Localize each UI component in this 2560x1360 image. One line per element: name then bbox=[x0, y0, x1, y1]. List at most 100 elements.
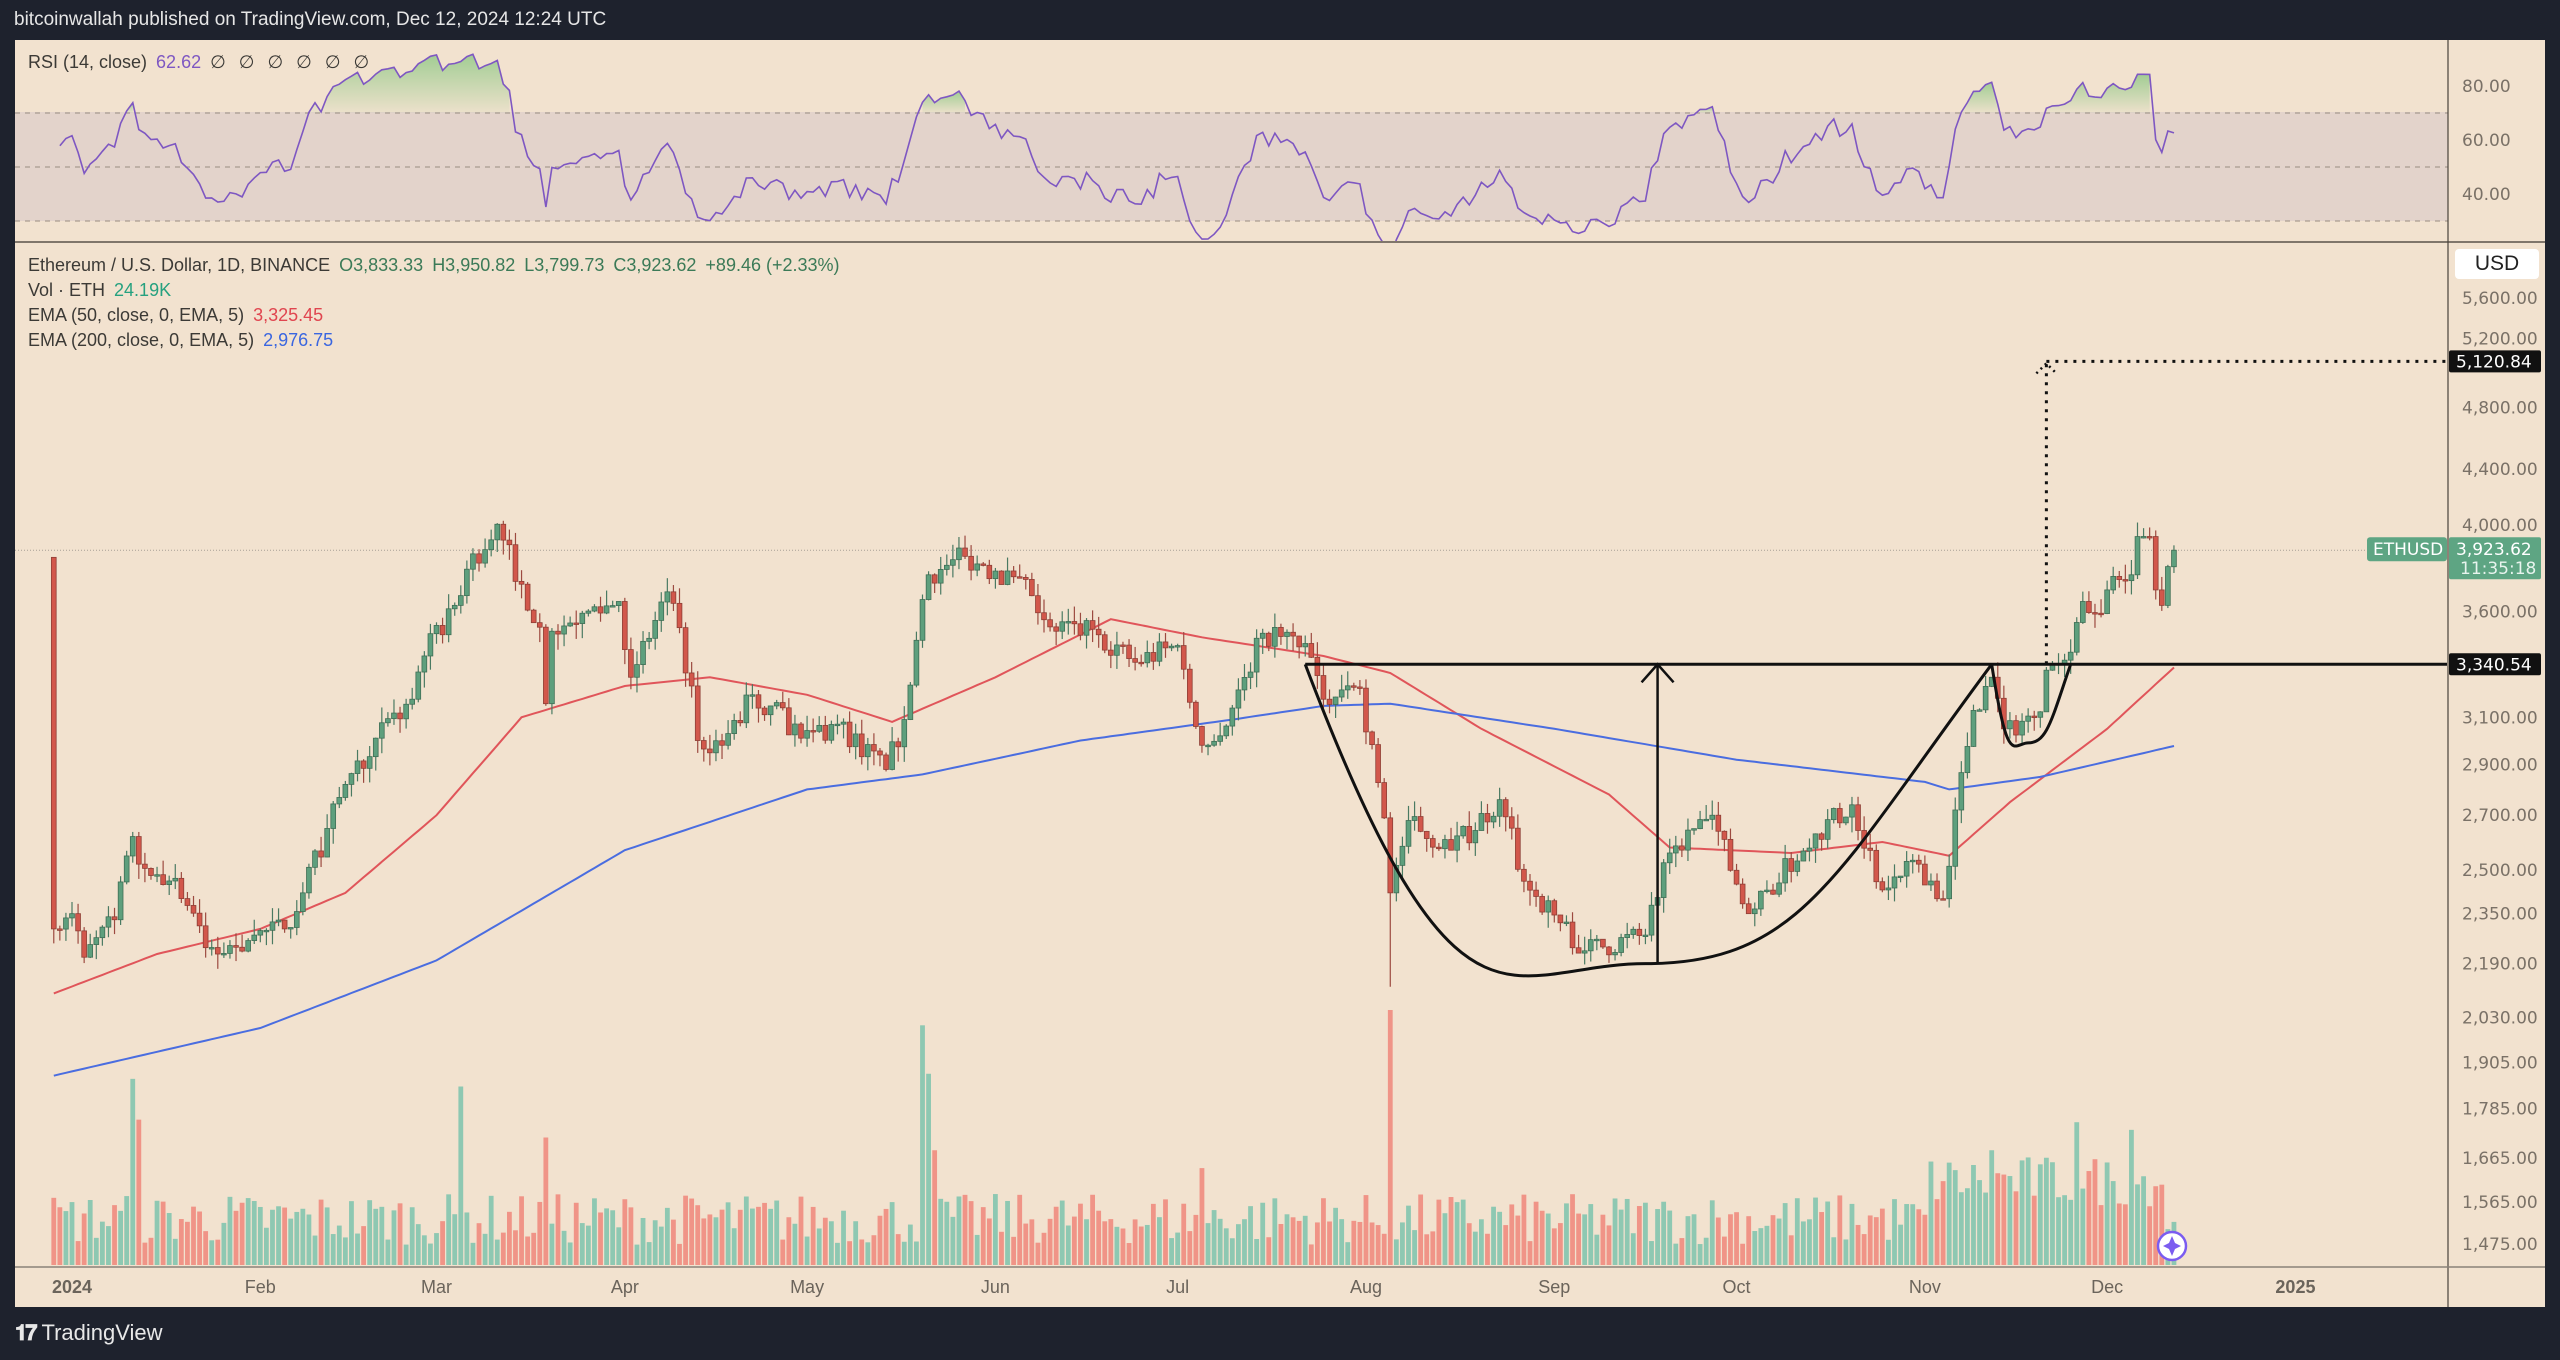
candle[interactable] bbox=[1557, 914, 1564, 932]
candle[interactable] bbox=[1423, 830, 1430, 852]
candle[interactable] bbox=[1448, 827, 1454, 851]
candle[interactable] bbox=[1849, 796, 1855, 833]
candle[interactable] bbox=[877, 748, 883, 767]
candle[interactable] bbox=[1703, 805, 1709, 822]
candle[interactable] bbox=[306, 863, 312, 899]
candle[interactable] bbox=[1788, 852, 1795, 883]
candle[interactable] bbox=[1193, 700, 1199, 729]
candle[interactable] bbox=[506, 529, 513, 560]
candle[interactable] bbox=[1600, 938, 1606, 949]
candle[interactable] bbox=[840, 718, 847, 739]
candle[interactable] bbox=[749, 684, 756, 709]
candle[interactable] bbox=[585, 609, 592, 617]
candle[interactable] bbox=[1071, 606, 1078, 635]
candle[interactable] bbox=[190, 895, 197, 917]
candle[interactable] bbox=[1077, 612, 1084, 641]
candle[interactable] bbox=[1411, 801, 1418, 831]
candle[interactable] bbox=[1241, 664, 1248, 701]
candle[interactable] bbox=[1393, 857, 1400, 902]
candle[interactable] bbox=[2104, 580, 2110, 615]
candle[interactable] bbox=[2122, 564, 2129, 594]
candle[interactable] bbox=[2165, 564, 2171, 609]
candle[interactable] bbox=[1952, 797, 1959, 880]
candle[interactable] bbox=[1417, 806, 1424, 833]
candle[interactable] bbox=[1132, 646, 1138, 671]
candle[interactable] bbox=[1375, 738, 1381, 788]
candle[interactable] bbox=[1867, 833, 1874, 862]
candle[interactable] bbox=[1800, 848, 1807, 862]
neckline-price-label[interactable]: 3,340.54 bbox=[2449, 653, 2541, 676]
candle[interactable] bbox=[956, 537, 962, 570]
candle[interactable] bbox=[457, 585, 464, 614]
candle[interactable] bbox=[895, 737, 901, 762]
candle[interactable] bbox=[105, 906, 112, 938]
candle[interactable] bbox=[622, 597, 628, 665]
candle[interactable] bbox=[1812, 833, 1819, 863]
candle[interactable] bbox=[1022, 574, 1029, 590]
candle[interactable] bbox=[701, 736, 707, 762]
candle[interactable] bbox=[2171, 545, 2177, 573]
candle[interactable] bbox=[2158, 576, 2165, 611]
candle[interactable] bbox=[1879, 877, 1886, 893]
candle[interactable] bbox=[57, 925, 63, 941]
candle[interactable] bbox=[1897, 875, 1904, 883]
candle[interactable] bbox=[1727, 828, 1734, 872]
candle[interactable] bbox=[360, 759, 367, 783]
candle[interactable] bbox=[1484, 803, 1491, 834]
candle[interactable] bbox=[1029, 572, 1035, 597]
candle[interactable] bbox=[269, 908, 276, 945]
candle[interactable] bbox=[409, 687, 415, 710]
candle[interactable] bbox=[1047, 612, 1053, 632]
candle[interactable] bbox=[992, 567, 999, 589]
candle[interactable] bbox=[1259, 628, 1266, 654]
candle[interactable] bbox=[1612, 949, 1618, 961]
candle[interactable] bbox=[907, 682, 914, 721]
candle[interactable] bbox=[1751, 902, 1758, 927]
candle[interactable] bbox=[1114, 631, 1120, 669]
candle[interactable] bbox=[1247, 662, 1254, 689]
candle[interactable] bbox=[937, 556, 944, 595]
candle[interactable] bbox=[615, 601, 622, 613]
candle[interactable] bbox=[1545, 895, 1552, 928]
rsi-legend[interactable]: RSI (14, close) 62.62 ∅ ∅ ∅ ∅ ∅ ∅ bbox=[28, 52, 382, 73]
candle[interactable] bbox=[1830, 807, 1837, 824]
candle[interactable] bbox=[184, 891, 191, 911]
candle[interactable] bbox=[707, 734, 713, 766]
candle[interactable] bbox=[1569, 912, 1576, 955]
candle[interactable] bbox=[251, 919, 258, 945]
candle[interactable] bbox=[1357, 680, 1363, 695]
candle[interactable] bbox=[488, 529, 494, 557]
candle[interactable] bbox=[1794, 854, 1801, 877]
candle[interactable] bbox=[2043, 667, 2050, 713]
candle[interactable] bbox=[1296, 635, 1302, 659]
candle[interactable] bbox=[1290, 623, 1296, 652]
candle[interactable] bbox=[1174, 643, 1181, 652]
candle[interactable] bbox=[281, 919, 288, 933]
candle[interactable] bbox=[743, 682, 750, 729]
candle[interactable] bbox=[670, 585, 677, 611]
candle[interactable] bbox=[998, 570, 1005, 585]
candle[interactable] bbox=[172, 864, 179, 890]
candle[interactable] bbox=[81, 927, 87, 964]
candle[interactable] bbox=[1739, 878, 1746, 909]
candle[interactable] bbox=[543, 624, 549, 706]
candle[interactable] bbox=[427, 623, 434, 670]
candle[interactable] bbox=[1430, 834, 1436, 858]
candle[interactable] bbox=[1630, 926, 1637, 939]
candle[interactable] bbox=[330, 800, 337, 844]
candle[interactable] bbox=[1326, 689, 1333, 714]
candle[interactable] bbox=[1035, 583, 1041, 625]
candle[interactable] bbox=[634, 651, 640, 693]
candle[interactable] bbox=[2013, 715, 2019, 743]
candle[interactable] bbox=[312, 849, 318, 876]
candle[interactable] bbox=[834, 714, 841, 735]
candle[interactable] bbox=[1758, 890, 1764, 916]
candle[interactable] bbox=[117, 876, 124, 925]
candle[interactable] bbox=[1101, 631, 1108, 654]
candle[interactable] bbox=[1624, 922, 1631, 949]
candle[interactable] bbox=[725, 720, 731, 750]
candle[interactable] bbox=[2007, 712, 2013, 739]
candle[interactable] bbox=[1205, 743, 1211, 756]
candle[interactable] bbox=[397, 706, 403, 733]
candle[interactable] bbox=[1618, 933, 1624, 957]
